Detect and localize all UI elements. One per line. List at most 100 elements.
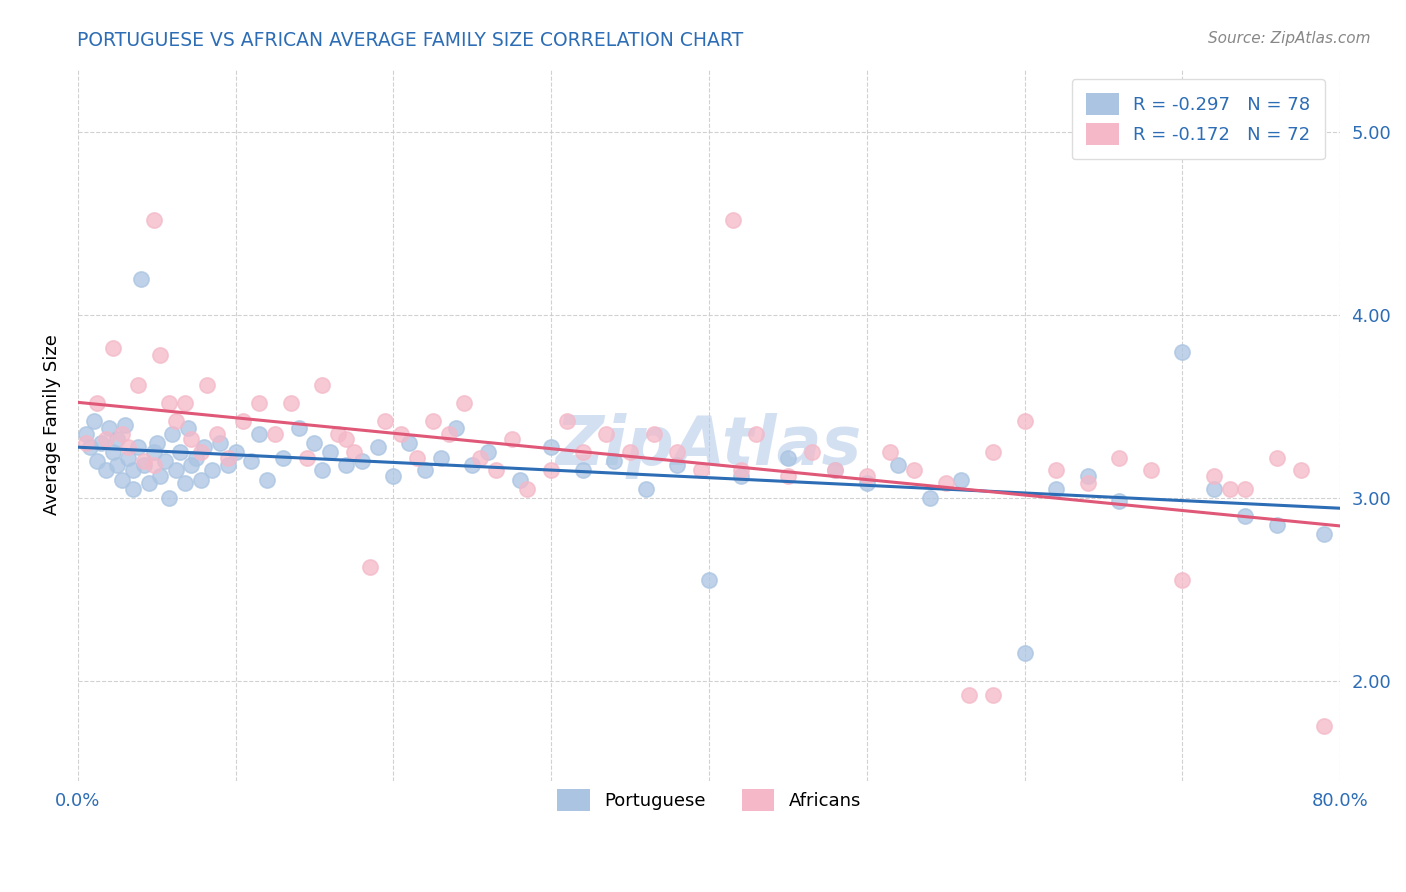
Point [516,482,538,496]
Point [389,426,412,441]
Point [165,463,187,477]
Point [540,463,562,477]
Point [666,445,689,459]
Point [111,473,134,487]
Point [75,426,97,441]
Point [509,473,531,487]
Point [201,463,224,477]
Point [205,426,228,441]
Point [105,458,128,472]
Point [1108,494,1130,508]
Point [879,445,901,459]
Point [111,426,134,441]
Point [145,436,167,450]
Point [142,458,165,472]
Point [83,414,105,428]
Point [350,454,373,468]
Point [157,396,180,410]
Point [935,476,957,491]
Point [117,450,139,465]
Point [981,445,1004,459]
Point [142,445,165,459]
Point [1045,463,1067,477]
Point [382,469,405,483]
Point [101,445,124,459]
Point [105,433,128,447]
Point [225,445,247,459]
Point [319,445,342,459]
Point [1202,482,1225,496]
Point [127,377,149,392]
Point [86,454,108,468]
Point [122,463,145,477]
Point [195,377,218,392]
Point [193,440,215,454]
Point [177,421,200,435]
Point [1139,463,1161,477]
Point [887,458,910,472]
Point [461,458,484,472]
Point [918,491,941,505]
Point [149,469,172,483]
Point [690,463,713,477]
Point [1202,469,1225,483]
Point [824,463,846,477]
Point [247,426,270,441]
Point [287,421,309,435]
Point [169,445,191,459]
Point [190,473,212,487]
Point [1289,463,1312,477]
Point [957,688,980,702]
Point [776,469,799,483]
Point [398,436,420,450]
Point [96,433,118,447]
Point [1234,482,1257,496]
Point [1014,414,1036,428]
Point [127,440,149,454]
Text: Source: ZipAtlas.com: Source: ZipAtlas.com [1208,31,1371,46]
Point [950,473,973,487]
Point [79,440,101,454]
Point [477,445,499,459]
Point [603,454,626,468]
Point [437,426,460,441]
Point [1265,518,1288,533]
Point [1219,482,1241,496]
Point [217,450,239,465]
Point [406,450,429,465]
Point [359,560,381,574]
Point [501,433,523,447]
Point [304,436,326,450]
Point [138,476,160,491]
Point [619,445,641,459]
Point [335,458,357,472]
Point [86,396,108,410]
Point [311,463,333,477]
Point [776,450,799,465]
Point [730,469,752,483]
Point [184,450,207,465]
Point [240,454,263,468]
Point [190,445,212,459]
Point [697,573,720,587]
Point [571,463,593,477]
Point [343,445,366,459]
Point [367,440,389,454]
Point [264,426,287,441]
Point [90,436,112,450]
Point [75,436,97,450]
Point [800,445,823,459]
Point [446,421,468,435]
Point [903,463,925,477]
Point [666,458,689,472]
Point [1234,509,1257,524]
Point [1171,344,1194,359]
Point [174,396,197,410]
Point [98,421,121,435]
Point [595,426,617,441]
Point [1045,482,1067,496]
Point [571,445,593,459]
Point [335,433,357,447]
Point [280,396,302,410]
Point [422,414,444,428]
